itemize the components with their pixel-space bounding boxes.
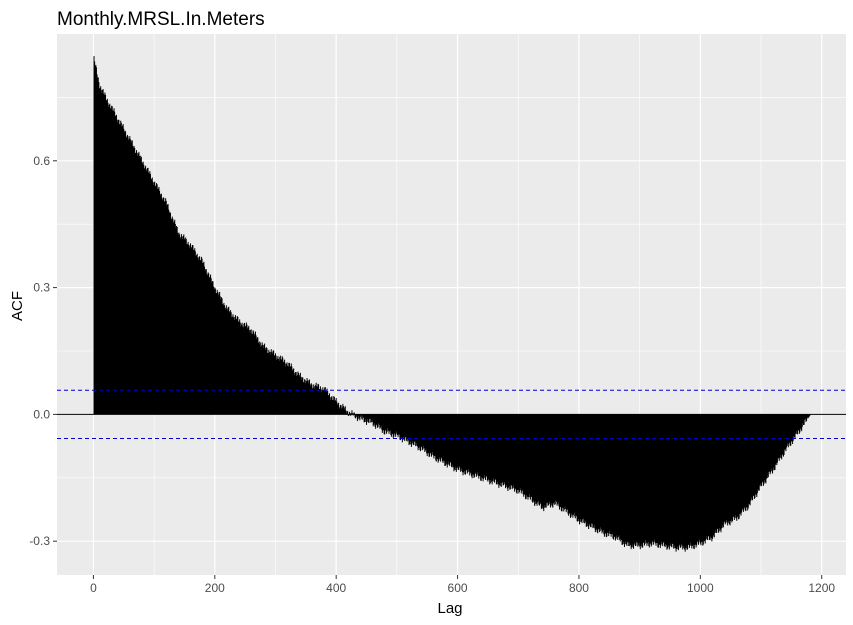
chart-title: Monthly.MRSL.In.Meters (57, 9, 265, 30)
y-axis: -0.3 0.0 0.3 0.6 (29, 154, 57, 548)
x-tick-label: 1000 (687, 581, 714, 595)
y-tick-label: 0.0 (33, 407, 50, 421)
y-axis-title: ACF (9, 291, 26, 321)
x-tick-label: 600 (448, 581, 468, 595)
x-axis-title: Lag (437, 600, 462, 617)
acf-bars (93, 56, 811, 552)
y-tick-label: 0.3 (33, 281, 50, 295)
x-tick-label: 0 (90, 581, 97, 595)
y-tick-label: 0.6 (33, 154, 50, 168)
x-tick-label: 800 (569, 581, 589, 595)
y-tick-label: -0.3 (29, 534, 50, 548)
x-tick-label: 1200 (808, 581, 835, 595)
reference-lines (57, 389, 846, 439)
x-tick-label: 200 (205, 581, 225, 595)
x-tick-label: 400 (326, 581, 346, 595)
x-axis: 0 200 400 600 800 1000 1200 (90, 575, 835, 595)
